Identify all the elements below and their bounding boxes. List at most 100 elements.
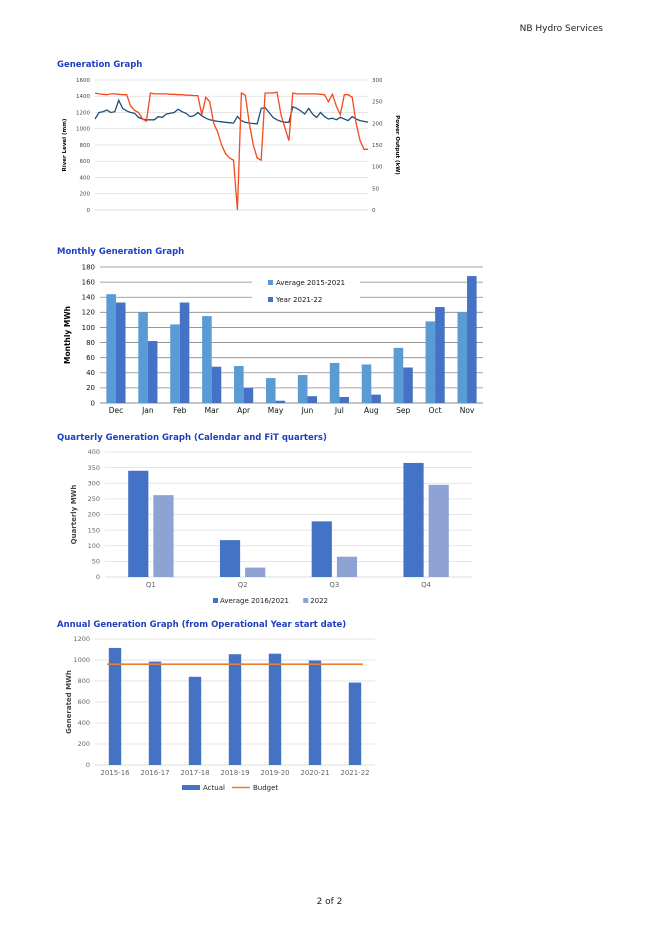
y-tick-label: 250 <box>88 495 100 503</box>
y2-tick-label: 300 <box>372 78 383 84</box>
bar <box>425 321 436 403</box>
bar <box>170 324 180 403</box>
x-tick-label: 2016-17 <box>140 769 169 777</box>
y2-axis-label: Power Output (kW) <box>394 115 400 175</box>
legend-label: 2022 <box>310 597 328 605</box>
y2-tick-label: 200 <box>372 121 383 127</box>
legend-label: Budget <box>253 784 278 792</box>
y-tick-label: 1200 <box>73 635 90 643</box>
y2-tick-label: 100 <box>372 165 383 171</box>
bar <box>339 396 349 403</box>
y-tick-label: 100 <box>82 324 95 332</box>
y-tick-label: 1600 <box>76 78 90 84</box>
x-tick-label: Feb <box>173 406 187 415</box>
bar <box>297 375 308 403</box>
x-tick-label: Nov <box>460 406 475 415</box>
y-tick-label: 400 <box>88 448 100 456</box>
monthly-graph-title: Monthly Generation Graph <box>57 247 185 257</box>
legend-label: Average 2015-2021 <box>276 279 345 287</box>
bar <box>329 362 340 403</box>
y-tick-label: 0 <box>96 573 100 581</box>
legend-swatch <box>268 280 273 285</box>
y-tick-label: 100 <box>88 542 100 550</box>
bar <box>275 400 286 403</box>
legend-box <box>252 273 360 311</box>
legend-swatch <box>182 785 200 790</box>
x-tick-label: Apr <box>237 406 251 415</box>
x-tick-label: 2018-19 <box>220 769 249 777</box>
bar <box>467 276 477 403</box>
x-tick-label: Jan <box>141 406 154 415</box>
y-axis-label: Generated MWh <box>65 670 73 734</box>
bar <box>435 307 445 403</box>
x-tick-label: 2019-20 <box>260 769 289 777</box>
bar <box>393 347 404 403</box>
y-tick-label: 400 <box>78 719 90 727</box>
bar <box>311 521 332 577</box>
y-tick-label: 140 <box>82 294 95 302</box>
y-tick-label: 160 <box>82 278 95 286</box>
y-tick-label: 150 <box>88 526 100 534</box>
bar <box>211 366 222 403</box>
x-tick-label: Q1 <box>146 581 156 589</box>
y-tick-label: 200 <box>80 192 91 198</box>
y-tick-label: 60 <box>86 354 95 362</box>
y-axis-label: River Level (mm) <box>62 118 68 171</box>
y-tick-label: 1400 <box>76 94 90 100</box>
bar <box>403 367 413 403</box>
y-tick-label: 0 <box>91 399 95 407</box>
y-tick-label: 180 <box>82 263 95 271</box>
x-tick-label: Oct <box>429 406 442 415</box>
y-tick-label: 800 <box>80 143 91 149</box>
y-tick-label: 1000 <box>73 656 90 664</box>
bar <box>371 394 381 403</box>
legend-swatch <box>213 598 218 603</box>
y-tick-label: 200 <box>88 511 100 519</box>
bar <box>202 316 212 403</box>
x-tick-label: Jun <box>301 406 314 415</box>
bar <box>428 484 449 577</box>
y-tick-label: 800 <box>78 677 90 685</box>
y-tick-label: 300 <box>88 479 100 487</box>
quarterly-graph-title: Quarterly Generation Graph (Calendar and… <box>57 433 327 443</box>
y-tick-label: 350 <box>88 464 100 472</box>
bar <box>243 387 254 403</box>
bar <box>245 567 266 577</box>
y-tick-label: 1200 <box>76 110 90 116</box>
bar <box>228 654 242 765</box>
x-tick-label: Q2 <box>238 581 248 589</box>
y-tick-label: 200 <box>78 740 90 748</box>
y2-tick-label: 150 <box>372 143 383 149</box>
bar <box>361 364 372 403</box>
y-tick-label: 0 <box>86 761 90 769</box>
bar <box>403 462 424 577</box>
y-tick-label: 40 <box>86 369 95 377</box>
bar <box>219 540 241 577</box>
bar <box>128 470 149 577</box>
bar <box>457 312 468 403</box>
x-tick-label: May <box>268 406 284 415</box>
quarterly-generation-graph: 0 50 100 150 200 250 300 350 400 Quarterly MWh Q1 Q… <box>70 448 472 605</box>
series-line-river-level <box>94 98 369 125</box>
legend-label: Actual <box>203 784 225 792</box>
monthly-generation-graph: 0 20 40 60 80 100 120 140 160 180 Monthly MWh Dec Ja… <box>63 263 483 415</box>
x-tick-label: Aug <box>364 406 379 415</box>
y-axis-label: Quarterly MWh <box>70 485 78 545</box>
annual-generation-graph: 0 200 400 600 800 1000 1200 Generated MWh 2015-1… <box>65 635 375 792</box>
x-tick-label: Jul <box>334 406 344 415</box>
y-tick-label: 50 <box>92 558 100 566</box>
bar <box>188 676 202 765</box>
bar <box>106 294 116 403</box>
page-number: 2 of 2 <box>316 897 343 907</box>
legend-label: Average 2016/2021 <box>220 597 289 605</box>
x-tick-label: Mar <box>205 406 220 415</box>
legend-swatch <box>303 598 309 603</box>
y2-tick-label: 0 <box>372 208 376 214</box>
y-tick-label: 80 <box>86 339 95 347</box>
bar <box>108 647 122 765</box>
series-line-power-output <box>94 91 368 211</box>
bar <box>268 653 282 765</box>
bar <box>307 396 318 403</box>
x-tick-label: Dec <box>109 406 124 415</box>
